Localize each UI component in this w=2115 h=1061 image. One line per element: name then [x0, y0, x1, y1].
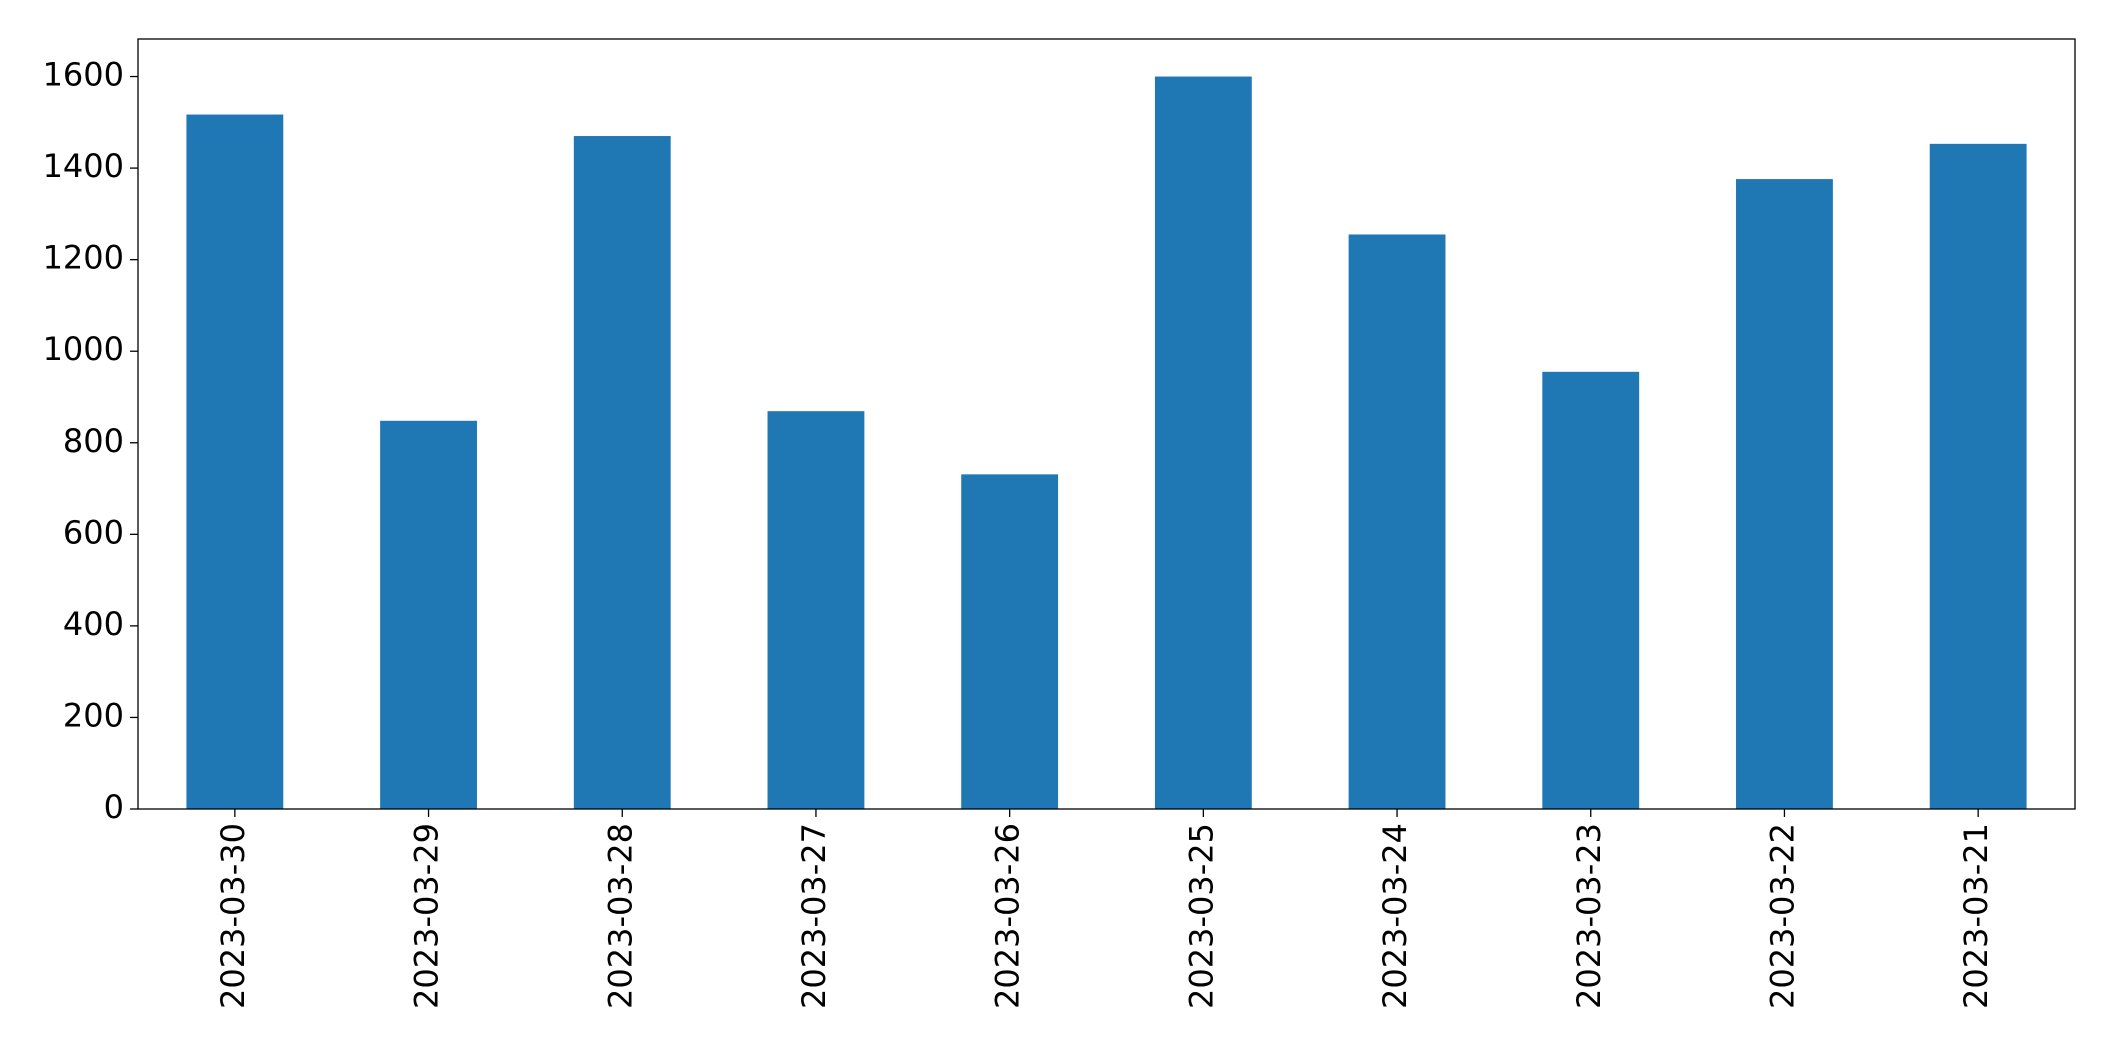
bar — [573, 136, 671, 809]
x-tick-label: 2023-03-24 — [1376, 823, 1414, 1009]
bar — [380, 420, 477, 809]
bar — [767, 411, 865, 809]
x-tick-label: 2023-03-23 — [1570, 823, 1608, 1009]
x-tick-label: 2023-03-28 — [601, 823, 639, 1009]
y-tick-label: 1400 — [43, 147, 124, 185]
x-tick-label: 2023-03-25 — [1182, 823, 1220, 1009]
x-tick-label: 2023-03-29 — [408, 823, 446, 1009]
x-tick-label: 2023-03-26 — [989, 823, 1027, 1009]
bar — [186, 114, 284, 809]
bar — [1736, 179, 1833, 809]
x-tick-label: 2023-03-22 — [1763, 823, 1801, 1009]
y-tick-label: 800 — [63, 422, 124, 460]
plot-frame — [137, 38, 2076, 810]
y-tick-label: 1000 — [43, 330, 124, 368]
bar — [1929, 143, 2027, 810]
y-tick-label: 1600 — [43, 56, 124, 94]
bar — [1348, 234, 1446, 809]
bar — [1154, 76, 1252, 810]
y-tick-label: 400 — [63, 605, 124, 643]
y-tick-label: 200 — [63, 696, 124, 734]
bar — [1542, 371, 1640, 809]
x-tick-label: 2023-03-30 — [214, 823, 252, 1009]
x-tick-label: 2023-03-27 — [795, 823, 833, 1009]
y-tick-label: 600 — [63, 513, 124, 551]
y-tick-label: 1200 — [43, 239, 124, 277]
bar — [961, 474, 1059, 809]
x-tick-label: 2023-03-21 — [1957, 823, 1995, 1009]
y-tick-label: 0 — [104, 788, 124, 826]
